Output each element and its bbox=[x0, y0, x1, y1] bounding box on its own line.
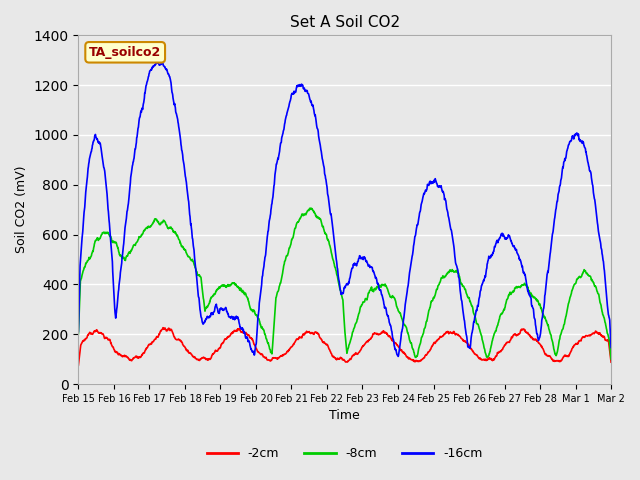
-2cm bbox=[607, 359, 615, 365]
-8cm bbox=[307, 205, 315, 211]
-8cm bbox=[84, 257, 92, 263]
-2cm bbox=[75, 362, 83, 368]
-16cm bbox=[170, 101, 178, 107]
-16cm bbox=[442, 202, 450, 207]
-2cm bbox=[348, 356, 355, 361]
Line: -2cm: -2cm bbox=[79, 328, 611, 365]
Line: -8cm: -8cm bbox=[79, 208, 611, 360]
-8cm bbox=[75, 331, 83, 337]
Text: TA_soilco2: TA_soilco2 bbox=[89, 46, 161, 59]
-8cm bbox=[607, 357, 615, 362]
-16cm bbox=[75, 329, 83, 335]
Legend: -2cm, -8cm, -16cm: -2cm, -8cm, -16cm bbox=[202, 442, 488, 465]
-2cm bbox=[159, 325, 167, 331]
-2cm bbox=[316, 334, 323, 340]
-8cm bbox=[170, 228, 177, 234]
-16cm bbox=[573, 132, 581, 137]
Title: Set A Soil CO2: Set A Soil CO2 bbox=[290, 15, 400, 30]
-2cm bbox=[573, 341, 581, 347]
X-axis label: Time: Time bbox=[330, 409, 360, 422]
-16cm bbox=[348, 268, 355, 274]
-2cm bbox=[84, 332, 92, 338]
-16cm bbox=[154, 59, 162, 65]
-2cm bbox=[442, 330, 450, 336]
-8cm bbox=[316, 216, 323, 221]
-2cm bbox=[170, 334, 178, 339]
-8cm bbox=[348, 335, 355, 341]
Line: -16cm: -16cm bbox=[79, 62, 611, 357]
-16cm bbox=[394, 354, 402, 360]
-16cm bbox=[607, 345, 615, 350]
-16cm bbox=[316, 139, 323, 144]
Y-axis label: Soil CO2 (mV): Soil CO2 (mV) bbox=[15, 166, 28, 253]
-8cm bbox=[442, 273, 450, 278]
-16cm bbox=[84, 164, 92, 169]
-8cm bbox=[573, 276, 581, 282]
